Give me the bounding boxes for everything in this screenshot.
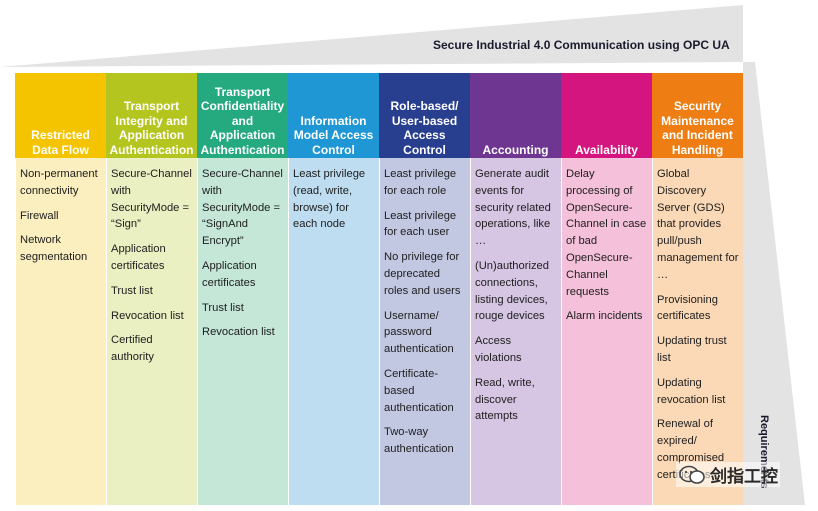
column-body: Least privilege (read, write, browse) fo… xyxy=(288,158,379,505)
column-header: Transport Integrity and Application Auth… xyxy=(106,73,197,158)
requirement-item: Network segmentation xyxy=(20,234,88,264)
column-body: Secure-Channel with SecurityMode = “Sign… xyxy=(197,158,288,505)
requirement-item: Revocation list xyxy=(202,326,275,339)
requirement-item: Secure-Channel with SecurityMode = “Sign… xyxy=(202,168,283,248)
column-body: Delay processing of OpenSecure-Channel i… xyxy=(561,158,652,505)
requirement-column: Restricted Data Flow Non-permanent connec… xyxy=(15,73,106,505)
requirement-item: Application certificates xyxy=(111,243,166,272)
requirement-item: Firewall xyxy=(20,209,59,222)
requirement-item: Read, write, discover attempts xyxy=(475,376,535,423)
requirement-item: Revocation list xyxy=(111,309,184,322)
requirement-item: Access violations xyxy=(475,335,522,364)
requirement-item: Least privilege (read, write, browse) fo… xyxy=(293,168,366,231)
column-header: Transport Confidentiality and Applicatio… xyxy=(197,73,288,158)
requirement-column: Transport Integrity and Application Auth… xyxy=(106,73,197,505)
requirement-column: Availability Delay processing of OpenSecu… xyxy=(561,73,652,505)
requirement-item: Trust list xyxy=(111,284,153,297)
top-banner-wedge xyxy=(0,5,743,67)
requirement-item: Two-way authentication xyxy=(384,426,454,456)
requirement-item: Provisioning certificates xyxy=(657,293,718,323)
requirement-column: Role-based/ User-based Access Control Lea… xyxy=(379,73,470,505)
requirement-item: Global Discovery Server (GDS) that provi… xyxy=(657,168,739,281)
requirement-item: Generate audit events for security relat… xyxy=(475,168,551,248)
requirement-item: Secure-Channel with SecurityMode = “Sign… xyxy=(111,168,192,231)
column-header: Availability xyxy=(561,73,652,158)
requirement-item: Certificate-based authentication xyxy=(384,367,454,414)
column-header: Role-based/ User-based Access Control xyxy=(379,73,470,158)
requirement-item: Updating revocation list xyxy=(657,376,726,406)
column-header: Restricted Data Flow xyxy=(15,73,106,158)
watermark: 剑指工控 xyxy=(676,462,780,487)
requirement-item: Username/ password authentication xyxy=(384,309,454,356)
requirement-item: Delay processing of OpenSecure-Channel i… xyxy=(566,168,647,298)
requirement-column: Transport Confidentiality and Applicatio… xyxy=(197,73,288,505)
requirement-item: Non-permanent connectivity xyxy=(20,168,98,197)
requirements-table: Restricted Data Flow Non-permanent connec… xyxy=(15,73,743,505)
requirement-item: Application certificates xyxy=(202,259,257,289)
requirement-item: Certified authority xyxy=(111,334,154,364)
requirement-item: No privilege for deprecated roles and us… xyxy=(384,251,461,297)
requirement-item: (Un)authorized connections, listing devi… xyxy=(475,259,549,323)
column-body: Secure-Channel with SecurityMode = “Sign… xyxy=(106,158,197,505)
wechat-icon xyxy=(679,465,705,484)
column-body: Global Discovery Server (GDS) that provi… xyxy=(652,158,743,505)
column-header: Accounting xyxy=(470,73,561,158)
watermark-text: 剑指工控 xyxy=(710,467,778,486)
side-banner-wedge xyxy=(743,62,805,505)
column-body: Non-permanent connectivity Firewall Networ… xyxy=(15,158,106,505)
column-body: Least privilege for each role Least privi… xyxy=(379,158,470,505)
requirement-column: Information Model Access Control Least pr… xyxy=(288,73,379,505)
requirement-column: Accounting Generate audit events for secu… xyxy=(470,73,561,505)
column-header: Information Model Access Control xyxy=(288,73,379,158)
column-body: Generate audit events for security relat… xyxy=(470,158,561,505)
requirement-item: Least privilege for each role xyxy=(384,168,457,197)
column-header: Security Maintenance and Incident Handli… xyxy=(652,73,743,158)
requirement-item: Updating trust list xyxy=(657,335,727,364)
requirement-item: Alarm incidents xyxy=(566,310,643,323)
requirement-item: Trust list xyxy=(202,301,244,314)
banner-title: Secure Industrial 4.0 Communication usin… xyxy=(433,38,730,52)
requirement-item: Least privilege for each user xyxy=(384,209,457,239)
requirement-column: Security Maintenance and Incident Handli… xyxy=(652,73,743,505)
